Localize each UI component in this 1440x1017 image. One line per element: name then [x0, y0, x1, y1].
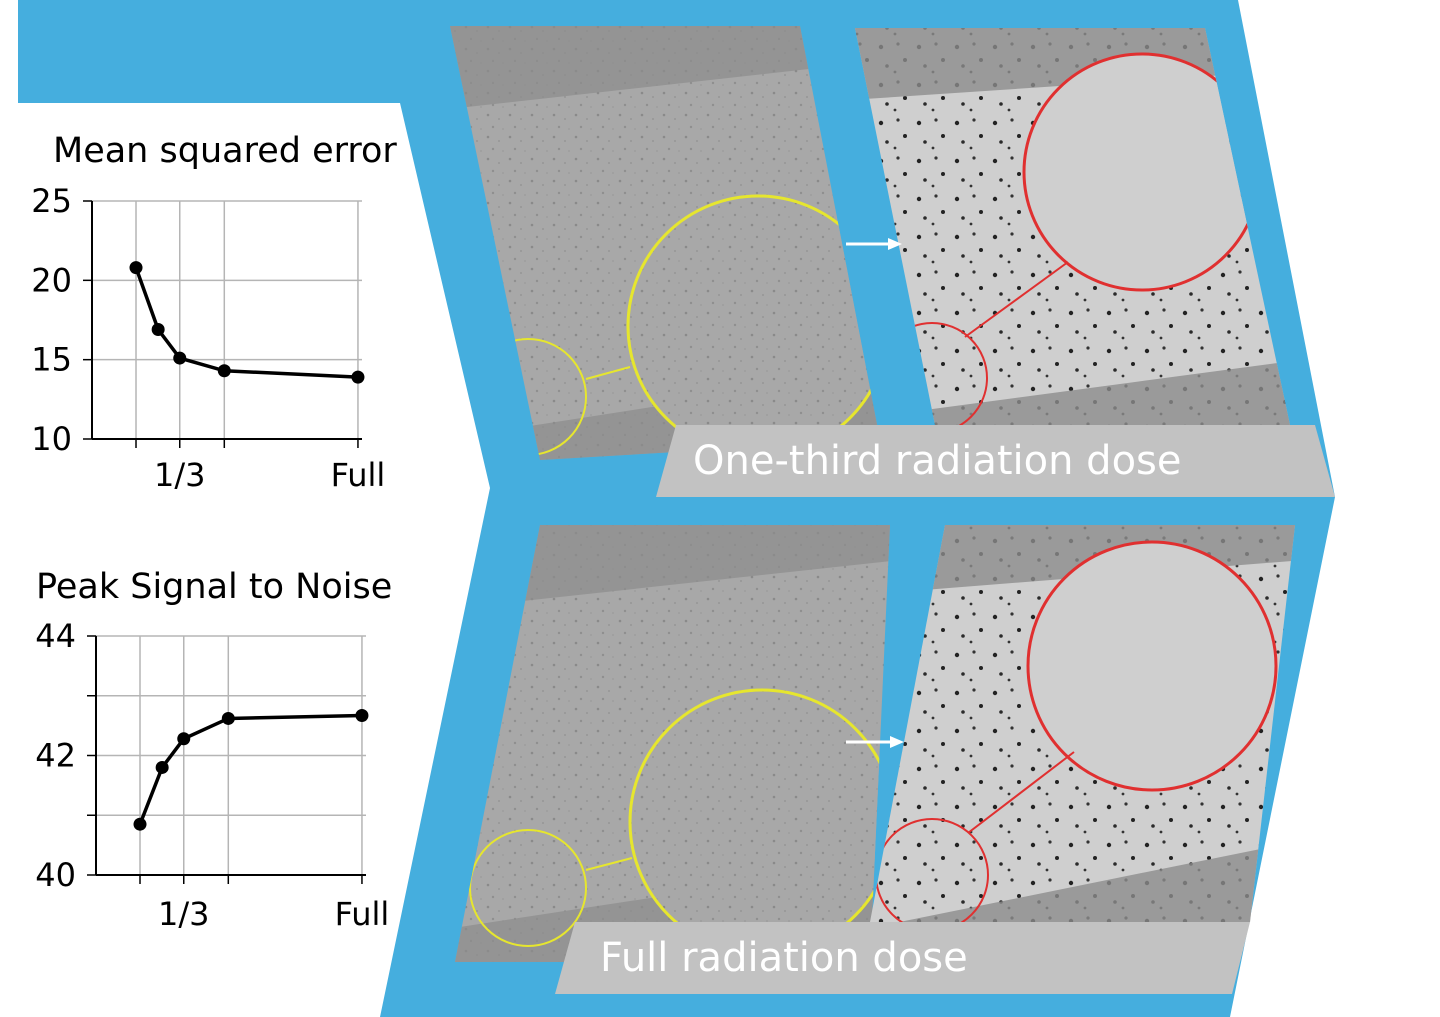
y-tick-label: 42 — [35, 737, 76, 775]
chart-title: Mean squared error — [53, 131, 397, 171]
data-point — [177, 732, 191, 746]
x-tick-label: 1/3 — [154, 456, 206, 494]
y-tick-label: 20 — [31, 261, 72, 299]
data-point — [129, 261, 143, 275]
chart-mean-squared-error: Mean squared error 10 15 20 25 1/3 Full — [31, 131, 397, 494]
data-point — [151, 323, 165, 337]
chart-title: Peak Signal to Noise — [36, 567, 392, 607]
zoom-circle-large — [1026, 540, 1278, 792]
right-arrow-icon — [846, 238, 902, 250]
zoom-connector — [585, 857, 633, 871]
banner-bottom-label: Full radiation dose — [600, 935, 968, 981]
chart-peak-signal-to-noise: Peak Signal to Noise 40 42 44 1/3 Full — [35, 567, 392, 933]
zoom-connector — [964, 261, 1069, 338]
series-line — [138, 713, 362, 825]
panel-denoised-bottom — [870, 525, 1295, 922]
x-tick-label: 1/3 — [158, 895, 210, 933]
y-tick-label: 15 — [31, 341, 72, 379]
data-point — [133, 817, 147, 831]
data-point — [155, 760, 169, 774]
panel-noisy-bottom — [455, 525, 890, 962]
data-point — [173, 351, 187, 365]
y-tick-label: 10 — [31, 420, 72, 458]
data-point — [221, 711, 235, 725]
x-tick-label: Full — [335, 895, 390, 933]
panel-denoised-top — [855, 28, 1290, 425]
y-tick-label: 44 — [35, 617, 76, 655]
y-tick-label: 25 — [31, 182, 72, 220]
banner-top-label: One-third radiation dose — [693, 438, 1182, 484]
right-arrow-icon — [846, 736, 904, 748]
data-point — [217, 364, 231, 378]
data-point — [355, 708, 369, 722]
banner-top: One-third radiation dose — [656, 425, 1335, 497]
series-line — [134, 267, 359, 379]
data-point — [351, 370, 365, 384]
zoom-circle-large — [628, 688, 890, 956]
zoom-connector — [585, 366, 631, 380]
y-tick-label: 40 — [35, 856, 76, 894]
banner-bottom: Full radiation dose — [555, 922, 1250, 994]
zoom-circle-small — [469, 829, 587, 947]
x-tick-label: Full — [331, 456, 386, 494]
panel-noisy-top — [450, 26, 880, 460]
zoom-connector — [967, 751, 1075, 834]
